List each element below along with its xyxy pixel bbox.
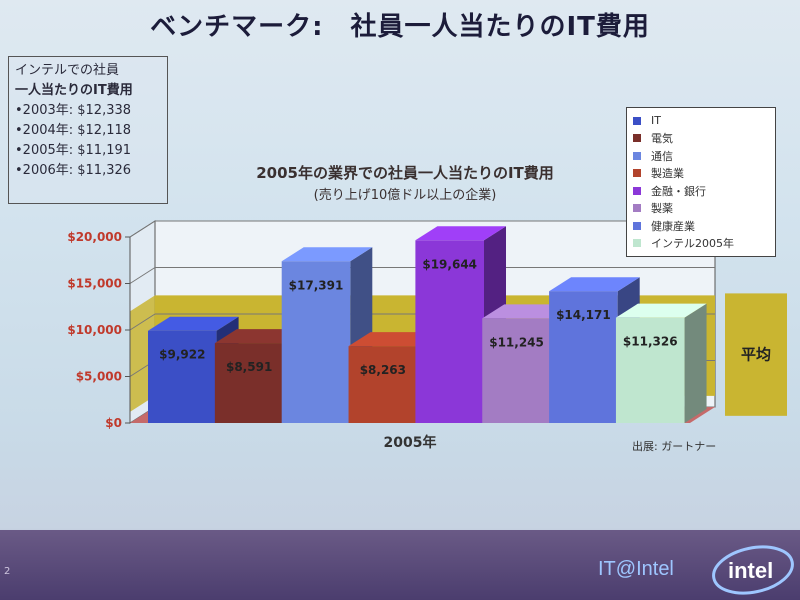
legend-item: インテル2005年: [633, 235, 769, 253]
y-tick-label: $5,000: [76, 370, 122, 384]
bar-face: [148, 330, 217, 423]
legend-swatch: [633, 221, 641, 230]
legend-swatch: [633, 239, 641, 248]
legend-item: 金融・銀行: [633, 182, 769, 200]
bar-face: [214, 343, 284, 423]
data-label: $17,391: [289, 278, 344, 292]
average-band-label: 平均: [741, 346, 771, 364]
legend-label: 電気: [651, 132, 673, 146]
legend-swatch: [633, 134, 641, 143]
legend-item: 製薬: [633, 200, 769, 218]
bar-face: [348, 346, 418, 423]
bar-top: [415, 226, 506, 241]
legend-item: 通信: [633, 147, 769, 165]
bar-side: [684, 303, 707, 423]
bar-face: [615, 317, 685, 423]
intel-logo-text: intel: [728, 558, 773, 583]
legend-item: IT: [633, 112, 769, 130]
bar-top: [281, 247, 373, 262]
gridline-side: [129, 220, 156, 238]
gridline-side: [129, 313, 156, 331]
bar-face: [415, 240, 484, 423]
chart-subtitle: (売り上げ10億ドル以上の企業): [313, 188, 497, 203]
data-label: $19,644: [422, 257, 477, 271]
legend-swatch: [633, 116, 641, 125]
info-line: •2005年: $11,191: [15, 143, 132, 158]
info-line: •2004年: $12,118: [15, 123, 132, 138]
page-title: ベンチマーク: 社員一人当たりのIT費用: [150, 12, 650, 42]
data-label: $11,326: [623, 335, 678, 349]
info-line: •2006年: $11,326: [15, 163, 132, 178]
bar-face: [549, 291, 618, 423]
legend-swatch: [633, 169, 641, 178]
legend-item: 電気: [633, 130, 769, 148]
y-tick-label: $20,000: [67, 230, 122, 244]
legend-label: 通信: [651, 149, 673, 163]
data-label: $11,245: [489, 335, 544, 349]
bar-face: [482, 318, 551, 423]
gridline-side: [129, 267, 156, 284]
info-line: 一人当たりのIT費用: [15, 83, 133, 98]
footer-bar: [0, 530, 800, 600]
intel-logo: intel: [712, 545, 794, 595]
legend-swatch: [633, 186, 641, 195]
data-label: $8,591: [226, 360, 272, 374]
legend-label: 金融・銀行: [651, 184, 706, 198]
legend-label: 健康産業: [651, 219, 695, 233]
info-line: •2003年: $12,338: [15, 103, 132, 118]
legend-swatch: [633, 204, 641, 213]
legend-item: 製造業: [633, 165, 769, 183]
legend-swatch: [633, 151, 641, 160]
bar-top: [148, 316, 239, 331]
source-note: 出展: ガートナー: [632, 440, 717, 453]
brand-text: IT@Intel: [598, 558, 674, 580]
legend-label: インテル2005年: [651, 237, 734, 251]
slide-number: 2: [4, 566, 11, 577]
y-tick-label: $10,000: [67, 323, 122, 337]
bar-top: [615, 303, 707, 318]
legend-label: IT: [651, 114, 661, 128]
legend-label: 製薬: [651, 202, 673, 216]
info-line: インテルでの社員: [15, 63, 120, 78]
data-label: $9,922: [159, 348, 205, 362]
data-label: $8,263: [360, 363, 406, 377]
bar-face: [281, 261, 351, 423]
y-tick-label: $0: [105, 416, 122, 430]
bar-top: [549, 277, 640, 292]
legend-item: 健康産業: [633, 217, 769, 235]
chart-title: 2005年の業界での社員一人当たりのIT費用: [256, 164, 554, 182]
bar: $17,391: [281, 247, 373, 423]
chart-legend: IT 電気通信製造業金融・銀行製薬健康産業インテル2005年: [626, 107, 776, 257]
intel-it-cost-box: インテルでの社員 一人当たりのIT費用 •2003年: $12,338 •200…: [8, 56, 168, 204]
average-band-label-panel: [725, 293, 787, 416]
legend-label: 製造業: [651, 167, 684, 181]
x-axis-label: 2005年: [384, 434, 437, 451]
bar: $11,326: [615, 303, 707, 423]
data-label: $14,171: [556, 308, 611, 322]
y-tick-label: $15,000: [67, 277, 122, 291]
